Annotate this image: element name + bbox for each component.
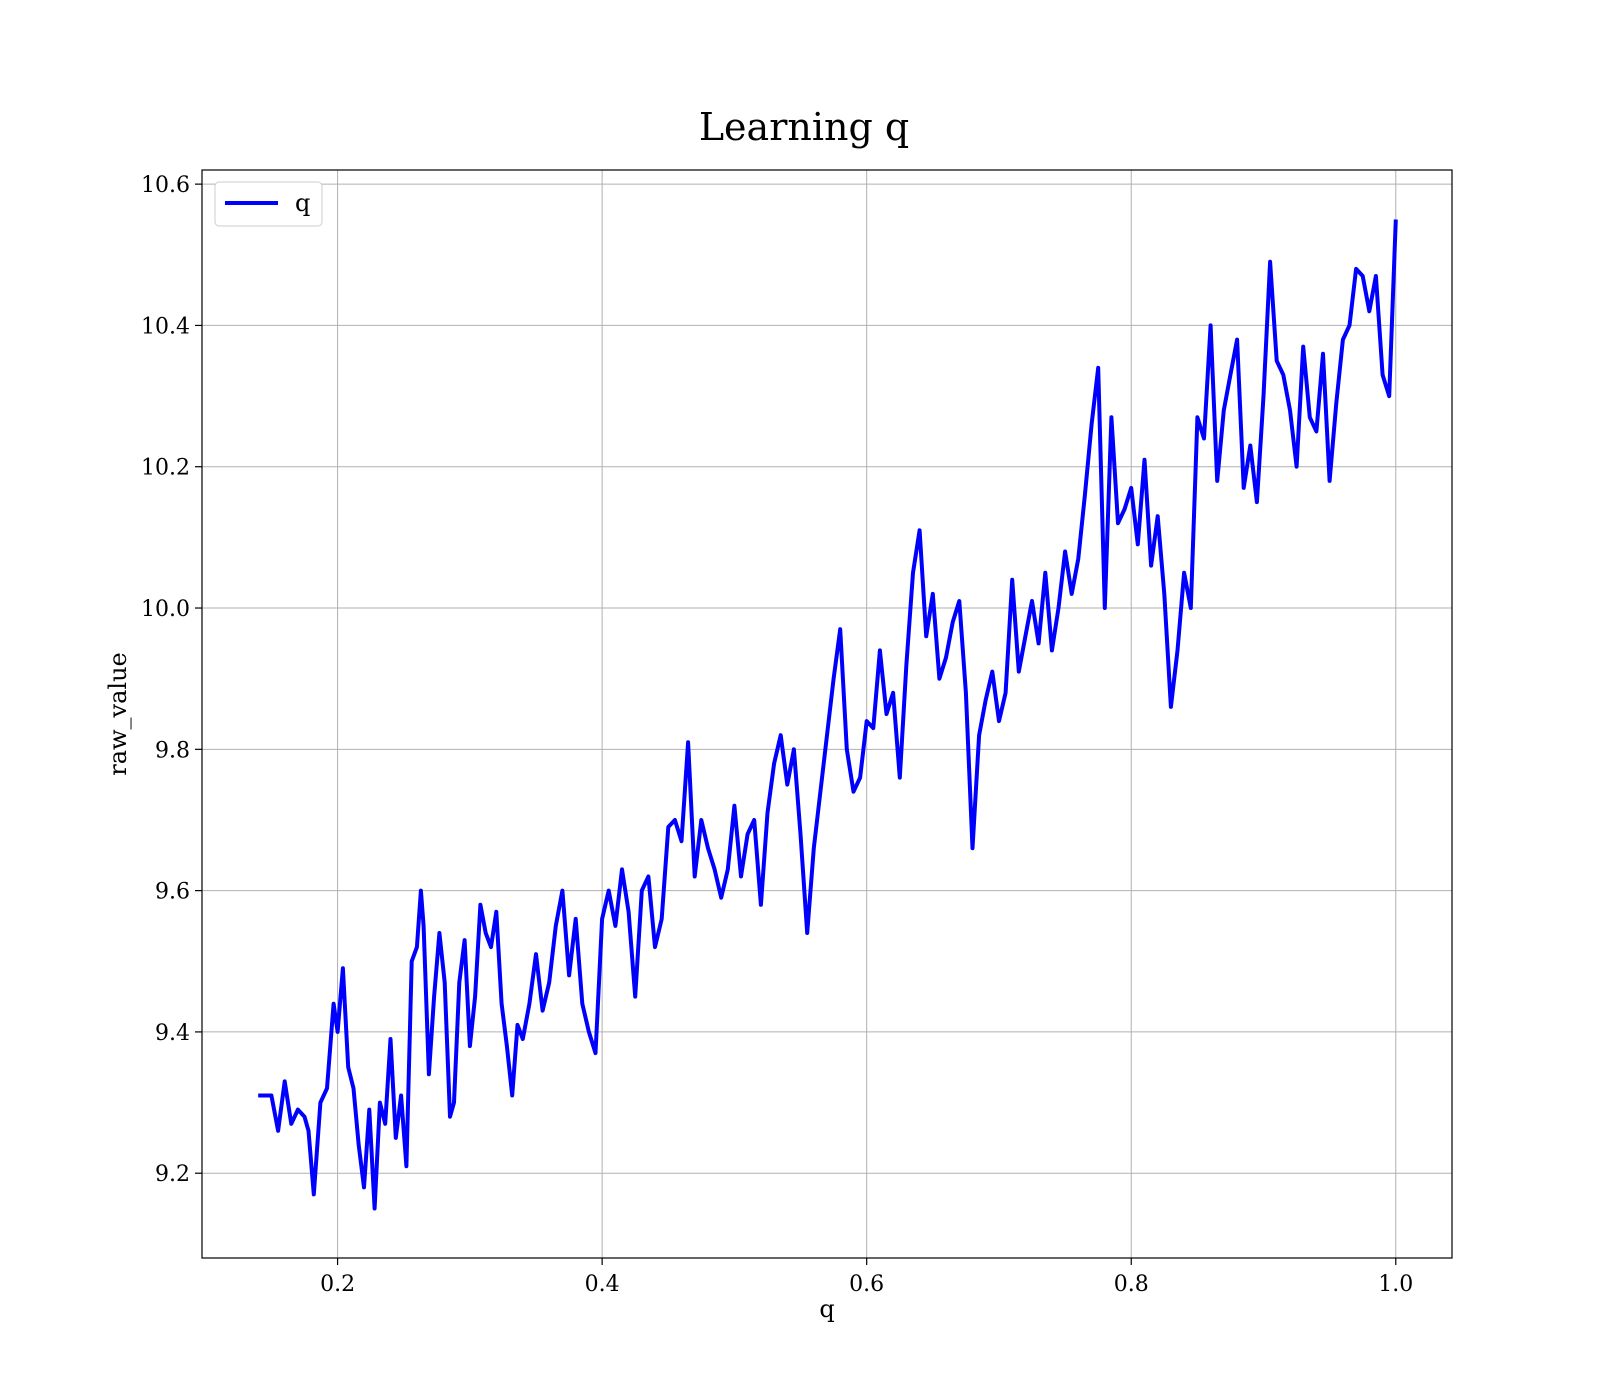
x-tick-label: 0.6 bbox=[849, 1272, 884, 1297]
x-tick-label: 0.8 bbox=[1114, 1272, 1149, 1297]
y-tick-label: 9.2 bbox=[155, 1162, 190, 1187]
y-tick-label: 10.6 bbox=[141, 173, 190, 198]
y-axis-ticks: 9.2 9.4 9.6 9.8 10.0 10.2 10.4 10.6 bbox=[141, 173, 202, 1187]
legend: q bbox=[214, 181, 323, 227]
x-axis-label: q bbox=[819, 1295, 834, 1323]
y-tick-label: 9.6 bbox=[155, 880, 190, 905]
y-tick-label: 9.4 bbox=[155, 1021, 190, 1046]
y-axis-label: raw_value bbox=[104, 652, 132, 776]
y-tick-label: 10.0 bbox=[141, 597, 190, 622]
x-axis-ticks: 0.2 0.4 0.6 0.8 1.0 bbox=[320, 1258, 1413, 1297]
y-tick-label: 10.4 bbox=[141, 314, 190, 339]
plot-frame bbox=[201, 169, 1453, 1259]
x-tick-label: 1.0 bbox=[1378, 1272, 1413, 1297]
legend-label-q: q bbox=[295, 189, 310, 217]
y-tick-label: 10.2 bbox=[141, 456, 190, 481]
grid-lines bbox=[202, 170, 1452, 1258]
x-tick-label: 0.2 bbox=[320, 1272, 355, 1297]
x-tick-label: 0.4 bbox=[585, 1272, 620, 1297]
series-layer bbox=[258, 219, 1398, 1211]
y-tick-label: 9.8 bbox=[155, 738, 190, 763]
chart-title: Learning q bbox=[699, 105, 909, 149]
series-line-q bbox=[258, 219, 1398, 1211]
